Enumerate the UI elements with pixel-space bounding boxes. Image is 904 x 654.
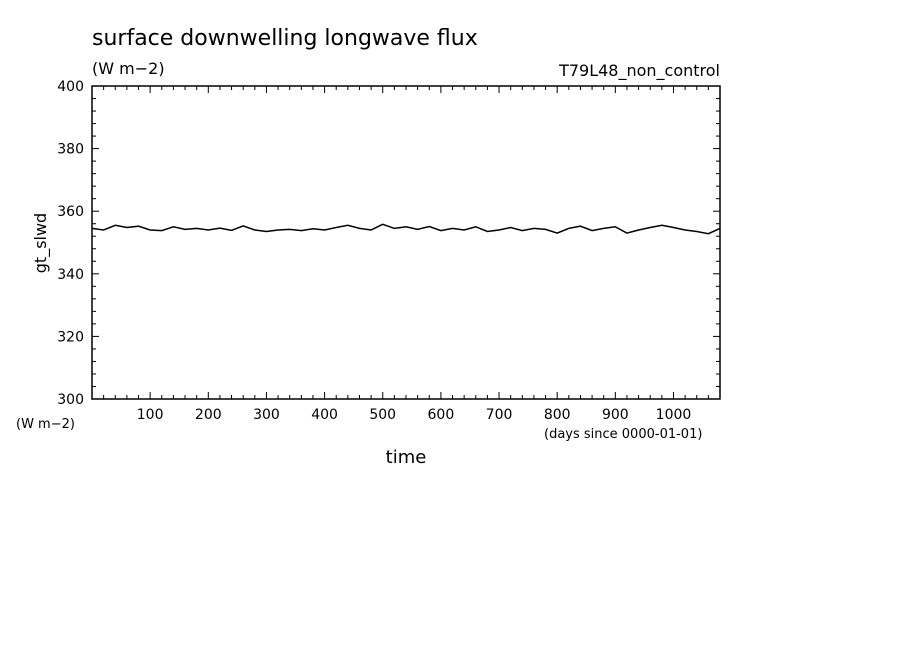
run-label: T79L48_non_control: [558, 61, 720, 81]
y-tick-label: 300: [57, 392, 84, 408]
y-axis-label: gt_slwd: [31, 213, 51, 273]
x-tick-label: 600: [428, 407, 455, 423]
chart-units: (W m−2): [92, 59, 165, 78]
x-tick-label: 500: [369, 407, 396, 423]
plot-frame: [91, 85, 721, 400]
y-tick-label: 400: [57, 79, 84, 95]
y-tick-label: 360: [57, 204, 84, 220]
y-tick-label: 320: [57, 329, 84, 345]
x-tick-label: 400: [311, 407, 338, 423]
x-tick-label: 100: [137, 407, 164, 423]
x-tick-label: 700: [486, 407, 513, 423]
series-line: [91, 223, 721, 235]
x-axis-units: (days since 0000-01-01): [544, 427, 702, 442]
x-tick-label: 1000: [656, 407, 692, 423]
x-axis-label: time: [386, 447, 427, 468]
axis-ticks: [92, 86, 720, 399]
x-tick-label: 800: [544, 407, 571, 423]
y-tick-label: 340: [57, 267, 84, 283]
x-tick-labels: 100 200 300 400 500 600 700 800 900 1000: [137, 407, 692, 423]
chart-title: surface downwelling longwave flux: [92, 26, 478, 51]
y-tick-labels: 300 320 340 360 380 400: [57, 79, 84, 408]
y-tick-label: 380: [57, 142, 84, 158]
y-axis-units: (W m−2): [16, 417, 75, 432]
x-tick-label: 900: [602, 407, 629, 423]
x-tick-label: 300: [253, 407, 280, 423]
x-tick-label: 200: [195, 407, 222, 423]
